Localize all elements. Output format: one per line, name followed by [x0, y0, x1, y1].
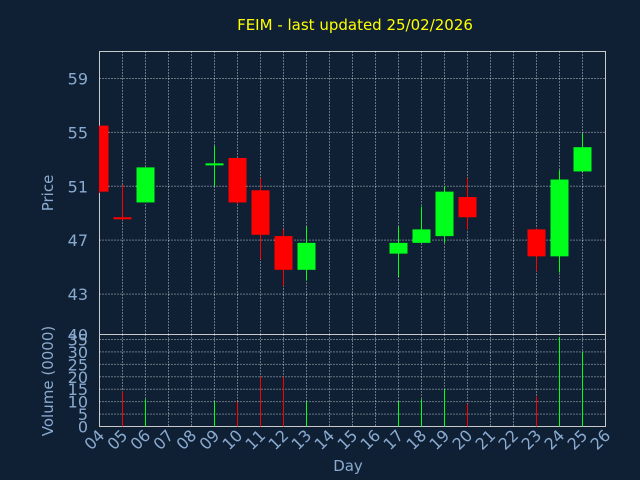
candle-body — [550, 179, 569, 257]
x-tick-labels: 0405060708091011121314151617181920212223… — [80, 426, 614, 454]
price-tick-label: 55 — [68, 123, 88, 142]
candle-body — [228, 157, 247, 203]
price-tick-label: 51 — [68, 177, 88, 196]
candle-body — [527, 229, 546, 257]
candle — [251, 178, 270, 260]
candle — [113, 184, 132, 220]
candle — [99, 125, 109, 193]
candle — [205, 145, 224, 187]
candle — [550, 170, 569, 273]
candle — [435, 186, 454, 243]
volume-axis-label: Volume (0000) — [39, 326, 57, 436]
volume-tick-label: 10 — [68, 393, 88, 412]
candle-body — [205, 163, 224, 166]
candle-body — [412, 229, 431, 243]
candle-body — [458, 197, 477, 218]
candle — [389, 226, 408, 277]
price-axis-label: Price — [39, 175, 57, 212]
candle — [412, 206, 431, 243]
x-axis-label: Day — [333, 457, 363, 475]
price-tick-labels: 43 47 51 55 59 40 — [68, 69, 88, 344]
candle — [573, 133, 592, 172]
candle — [136, 167, 155, 203]
volume-tick-label: 15 — [68, 380, 88, 399]
candle-body — [251, 190, 270, 235]
candle — [527, 228, 546, 272]
price-tick-label: 47 — [68, 231, 88, 250]
volume-tick-label: 35 — [68, 330, 88, 349]
volume-tick-label: 30 — [68, 343, 88, 362]
price-tick-label: 59 — [68, 69, 88, 88]
volume-tick-label: 0 — [78, 418, 88, 437]
candle — [274, 229, 293, 286]
candle-body — [435, 191, 454, 237]
candle-body — [389, 242, 408, 254]
price-grid — [99, 51, 606, 335]
candle-body — [274, 236, 293, 270]
price-candles — [99, 125, 592, 286]
volume-tick-label: 20 — [68, 368, 88, 387]
volume-bars — [122, 336, 583, 427]
candle — [297, 226, 316, 281]
chart-title: FEIM - last updated 25/02/2026 — [237, 16, 473, 34]
candle-body — [100, 125, 109, 192]
price-tick-label: 43 — [68, 285, 88, 304]
candle-body — [136, 167, 155, 203]
volume-tick-label: 5 — [78, 405, 88, 424]
candle — [458, 178, 477, 230]
volume-tick-label: 25 — [68, 355, 88, 374]
candle-body — [113, 217, 132, 220]
price-tick-label: 40 — [68, 326, 88, 345]
candle — [228, 157, 247, 204]
candle-body — [297, 242, 316, 270]
candle-body — [573, 147, 592, 172]
volume-grid — [99, 334, 606, 427]
x-tick-label: 26 — [586, 426, 614, 454]
